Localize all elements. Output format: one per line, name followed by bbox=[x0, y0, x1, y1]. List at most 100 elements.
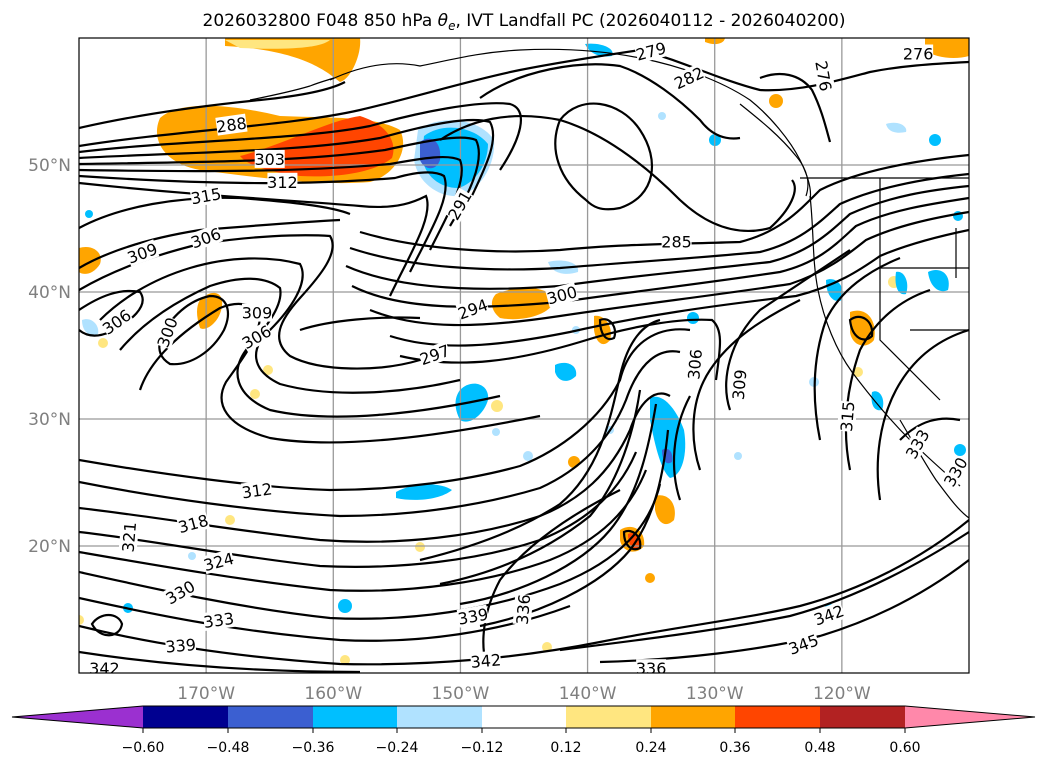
colorbar-tick-label: −0.48 bbox=[207, 740, 250, 756]
contour-label: 321 bbox=[119, 521, 141, 553]
colorbar: −0.60 −0.48 −0.36 −0.24 −0.12 0.12 0.24 0.36 0.4… bbox=[11, 705, 1036, 756]
shade-dot-3 bbox=[645, 573, 655, 583]
aleutian-chain bbox=[249, 77, 335, 101]
contour-label: 339 bbox=[456, 605, 489, 629]
shade-bdot-1 bbox=[338, 599, 352, 613]
contour-336 bbox=[482, 489, 621, 665]
contour-label-text: 339 bbox=[165, 635, 197, 657]
shade-bdot-5 bbox=[929, 134, 941, 146]
shade-blue-coast4 bbox=[928, 270, 949, 292]
contour-312w bbox=[79, 196, 351, 229]
lon-tick-label: 160°W bbox=[304, 684, 362, 704]
lon-tick-label: 140°W bbox=[559, 684, 617, 704]
contour-inner-w2 bbox=[299, 316, 421, 332]
contour-label-bg bbox=[417, 340, 452, 369]
contour-inner-w1 bbox=[158, 294, 229, 366]
contour-312s bbox=[79, 328, 691, 492]
contour-label: 342 bbox=[470, 650, 502, 672]
contour-label-text: 306 bbox=[684, 348, 706, 380]
contour-label-bg bbox=[634, 38, 668, 64]
contour-label: 342 bbox=[89, 659, 120, 673]
contour-mid-2 bbox=[349, 172, 969, 271]
shade-orange-dateline bbox=[79, 246, 101, 274]
alaska-coast bbox=[329, 48, 812, 201]
shade-blue-west1 bbox=[396, 484, 452, 500]
colorbar-tick-label: −0.12 bbox=[461, 740, 504, 756]
contour-label-bg bbox=[89, 659, 120, 673]
contour-label: 276 bbox=[811, 59, 835, 92]
state-border-1 bbox=[879, 178, 941, 401]
contour-342se bbox=[559, 531, 969, 652]
contour-label-bg bbox=[176, 510, 210, 537]
contour-label-bg bbox=[164, 635, 197, 656]
shade-bdot-12 bbox=[658, 112, 666, 120]
contour-label-text: 285 bbox=[661, 232, 692, 251]
contour-label: 330 bbox=[940, 454, 969, 490]
contour-label-bg bbox=[901, 426, 933, 462]
contour-label: 336 bbox=[636, 659, 666, 673]
colorbar-tick-label: −0.60 bbox=[122, 740, 165, 756]
lat-tick-label: 50°N bbox=[28, 156, 71, 176]
contour-label-text: 321 bbox=[119, 521, 141, 553]
contour-label-bg bbox=[728, 368, 750, 401]
contour-label-bg bbox=[444, 187, 475, 223]
contour-label-bg bbox=[254, 149, 285, 168]
contour-label-text: 309 bbox=[242, 304, 273, 323]
colorbar-tick-label: −0.36 bbox=[292, 740, 335, 756]
contour-282 bbox=[479, 63, 741, 140]
shade-blue-coast2 bbox=[895, 271, 908, 295]
shade-blue-nwcoast bbox=[585, 43, 613, 57]
contour-label-bg bbox=[188, 224, 223, 252]
contour-label-bg bbox=[940, 454, 969, 490]
title-theta-subscript: e bbox=[448, 19, 455, 33]
contour-321e bbox=[876, 328, 969, 501]
shade-dot-8 bbox=[415, 542, 425, 552]
contour-342s bbox=[79, 650, 361, 673]
contour-label-bg bbox=[545, 282, 579, 308]
contour-central-2 bbox=[439, 389, 642, 586]
lat-tick-label: 30°N bbox=[28, 410, 71, 430]
contour-label: 336 bbox=[513, 593, 535, 625]
baja-coast bbox=[899, 419, 969, 519]
contour-label-bg bbox=[786, 630, 821, 658]
shade-bdot-15 bbox=[188, 552, 196, 560]
contour-label-text: 312 bbox=[240, 479, 273, 502]
shade-dot-9 bbox=[340, 655, 350, 665]
lon-tick-label: 120°W bbox=[813, 684, 871, 704]
contour-north-4 bbox=[79, 136, 480, 227]
shade-dot-10 bbox=[542, 642, 552, 652]
contour-central-3 bbox=[459, 403, 658, 606]
shade-dot-14 bbox=[853, 367, 863, 377]
contour-339s bbox=[79, 519, 969, 666]
contour-303e bbox=[672, 395, 691, 501]
shade-bdot-3 bbox=[687, 312, 699, 324]
colorbar-bin bbox=[397, 706, 482, 728]
contour-label-text: 309 bbox=[729, 369, 751, 401]
shade-dot-7 bbox=[491, 400, 503, 412]
bc-coast bbox=[739, 103, 809, 197]
shade-dot-5 bbox=[250, 389, 260, 399]
shade-orange-south1 bbox=[655, 495, 675, 525]
shade-yellow-top bbox=[225, 40, 330, 49]
contour-label-text: 312 bbox=[267, 173, 298, 192]
shade-blue-coast3 bbox=[871, 391, 884, 411]
colorbar-extend-max bbox=[905, 706, 1035, 728]
contour-label-bg bbox=[202, 608, 235, 631]
title-suffix: , IVT Landfall PC (2026040112 - 20260402… bbox=[455, 11, 845, 31]
contour-mid-6 bbox=[389, 228, 969, 347]
colorbar-tick-label: 0.12 bbox=[550, 740, 581, 756]
contour-north-2 bbox=[79, 102, 522, 171]
contour-closed-2 bbox=[598, 318, 617, 341]
contour-276 bbox=[759, 72, 832, 143]
contour-285b bbox=[554, 102, 654, 211]
contour-309e bbox=[725, 249, 851, 411]
contour-label-text: 333 bbox=[202, 609, 235, 632]
contour-label: 276 bbox=[903, 44, 933, 64]
contour-label: 288 bbox=[215, 114, 248, 137]
shade-dot-4 bbox=[263, 365, 273, 375]
contour-inner-w3 bbox=[79, 289, 144, 337]
contour-label-bg bbox=[201, 548, 236, 575]
shade-bdot-14 bbox=[85, 210, 93, 218]
